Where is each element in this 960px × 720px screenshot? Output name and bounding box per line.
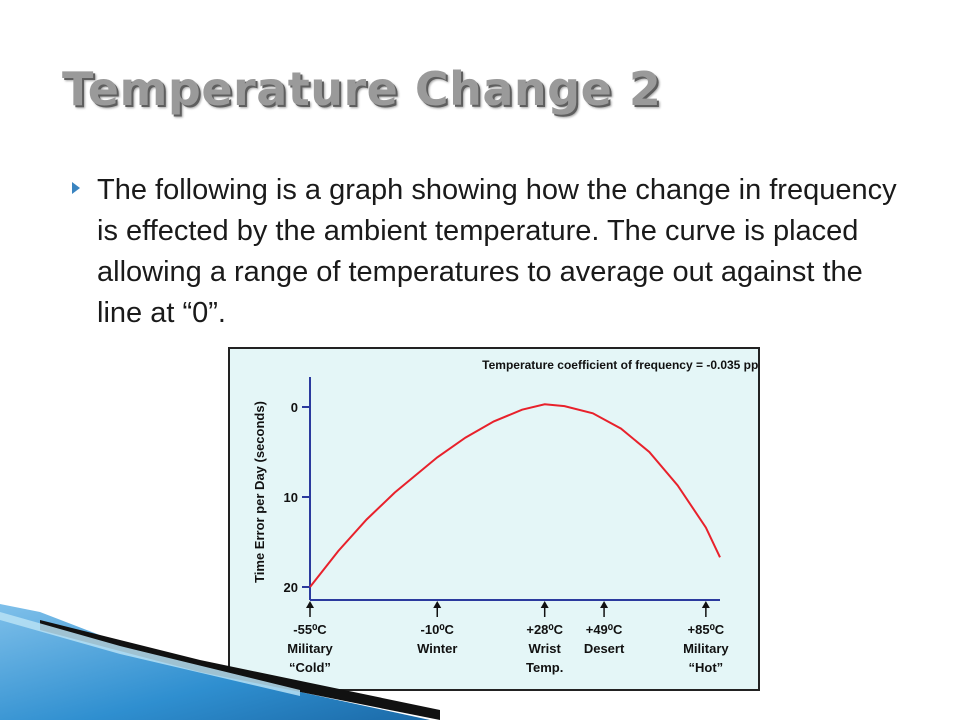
x-marker-sublabel: Desert [584,641,625,656]
chart-panel: Temperature coefficient of frequency = -… [228,347,760,691]
light-stripe-shape [0,612,300,696]
blue-swoosh-shape [0,604,430,720]
x-marker-arrowhead [600,601,609,608]
slide-title: Temperature Change 2 [62,62,662,116]
x-marker-arrowhead [306,601,314,608]
x-marker-sublabel: Military [287,641,333,656]
y-tick-label: 0 [291,400,298,415]
x-marker-arrowhead [701,601,710,608]
x-marker-label: +28⁰C [526,622,563,637]
x-marker-sublabel-2: “Hot” [689,660,724,675]
x-marker-sublabel: Military [683,641,729,656]
x-marker-arrowhead [433,601,442,608]
y-axis-label: Time Error per Day (seconds) [252,401,267,583]
chart-title: Temperature coefficient of frequency = -… [482,358,758,372]
corner-decoration [0,604,440,720]
bullet-text: The following is a graph showing how the… [97,174,897,329]
triangle-bullet-icon [72,182,80,194]
x-marker-label: +85⁰C [688,622,725,637]
x-marker-sublabel-2: “Cold” [289,660,331,675]
y-tick-label: 20 [284,580,298,595]
x-marker-sublabel-2: Temp. [526,660,563,675]
temperature-error-chart: Temperature coefficient of frequency = -… [252,358,758,675]
x-marker-label: +49⁰C [586,622,623,637]
x-marker-sublabel: Winter [417,641,457,656]
x-marker-arrowhead [540,601,549,608]
y-tick-label: 10 [284,490,298,505]
black-stripe-shape [40,620,440,720]
series-curve [309,403,721,588]
x-marker-sublabel: Wrist [529,641,562,656]
x-marker-label: -10⁰C [421,622,455,637]
x-marker-label: -55⁰C [293,622,327,637]
